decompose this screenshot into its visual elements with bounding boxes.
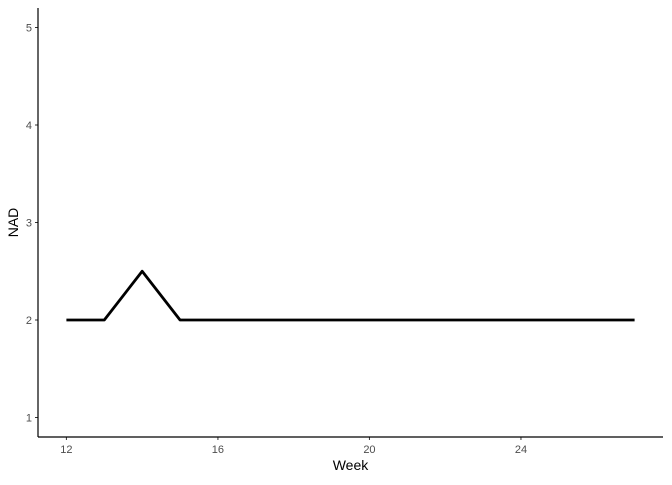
x-tick-label: 12 bbox=[60, 444, 72, 456]
y-tick-label: 2 bbox=[26, 315, 32, 327]
series-layer bbox=[66, 269, 635, 322]
x-axis-title: Week bbox=[333, 457, 370, 473]
y-tick-label: 1 bbox=[26, 413, 32, 425]
x-tick-label: 24 bbox=[515, 444, 527, 456]
x-tick-label: 20 bbox=[363, 444, 375, 456]
y-axis-ticks: 1 2 3 4 5 bbox=[26, 23, 38, 425]
x-axis-ticks: 12 16 20 24 bbox=[60, 437, 527, 456]
y-tick-label: 3 bbox=[26, 218, 32, 230]
series-line-0 bbox=[66, 269, 635, 322]
y-tick-label: 4 bbox=[26, 120, 32, 132]
x-tick-label: 16 bbox=[212, 444, 224, 456]
y-tick-label: 5 bbox=[26, 23, 32, 35]
y-axis-title: NAD bbox=[5, 208, 21, 238]
